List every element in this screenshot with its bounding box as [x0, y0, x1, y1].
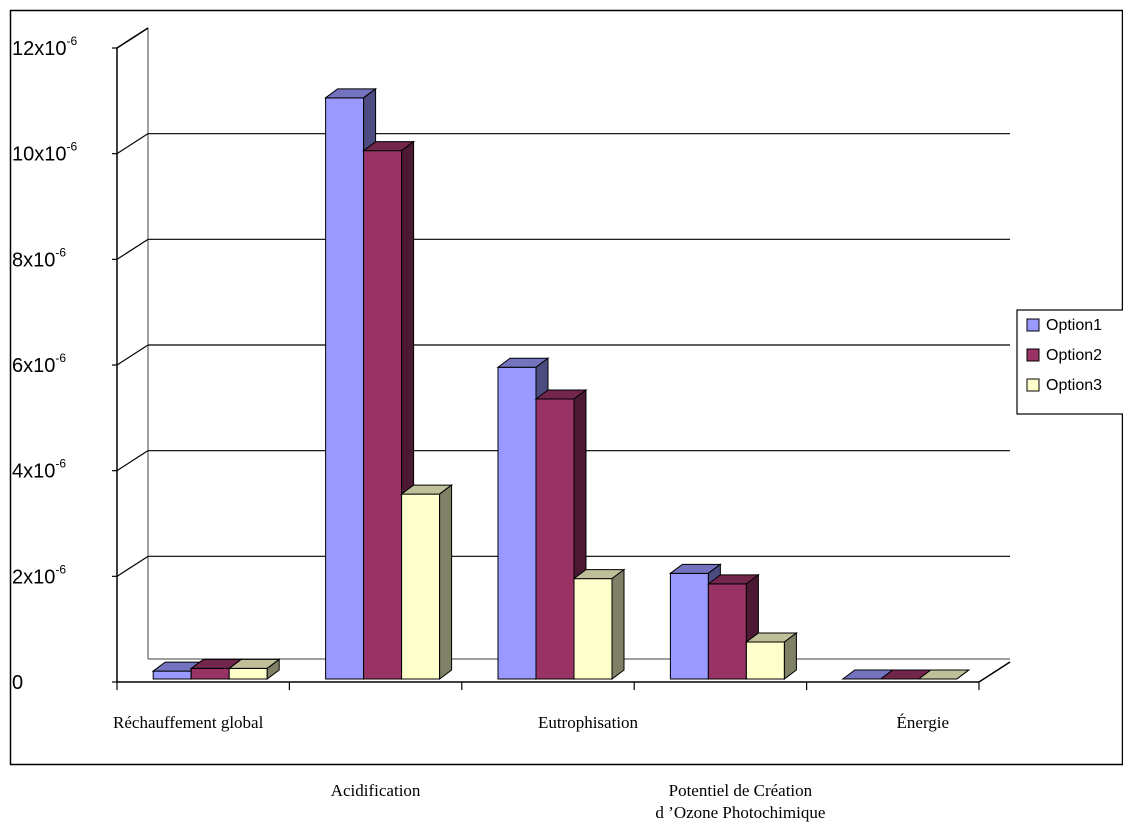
bars	[151, 87, 971, 680]
bar-option2-2	[534, 388, 588, 680]
gridline-side	[116, 238, 149, 260]
category-label: Acidification	[331, 781, 421, 800]
floor-right-edge	[978, 661, 1011, 683]
bar-option3-2	[572, 568, 626, 680]
legend: Option1 Option2 Option3	[1016, 309, 1123, 415]
gridline-side	[116, 344, 149, 366]
y-tick-label: 0	[12, 672, 23, 694]
legend-swatch	[1026, 318, 1040, 332]
category-label: Réchauffement global	[113, 713, 264, 732]
category-label: Énergie	[897, 713, 950, 732]
legend-label: Option3	[1046, 377, 1102, 394]
gridline-side	[116, 555, 149, 577]
x-axis-ticks	[116, 682, 980, 690]
legend-label: Option2	[1046, 347, 1102, 364]
legend-swatch	[1026, 378, 1040, 392]
gridline-side	[116, 133, 149, 155]
legend-swatch	[1026, 348, 1040, 362]
category-label: Eutrophisation	[538, 713, 639, 732]
legend-label: Option1	[1046, 317, 1102, 334]
gridline-side	[116, 450, 149, 472]
gridline-side	[116, 27, 149, 49]
category-label: Potentiel de Création	[669, 781, 813, 800]
category-labels: Réchauffement global Acidification Eutroph…	[113, 713, 949, 822]
bar-option3-3	[744, 632, 798, 680]
bar-option3-4	[917, 669, 971, 680]
category-label: d ’Ozone Photochimique	[655, 803, 825, 822]
bar-option3-0	[227, 658, 281, 680]
bar-option3-1	[400, 484, 454, 680]
